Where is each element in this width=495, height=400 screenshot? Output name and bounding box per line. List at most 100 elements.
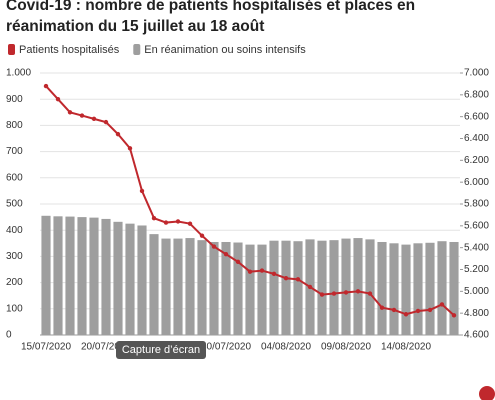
line-point xyxy=(451,313,457,318)
line-point xyxy=(427,307,433,313)
bar xyxy=(209,241,219,335)
line-point xyxy=(139,188,145,194)
bar xyxy=(317,240,327,335)
y-tick-label: 900 xyxy=(6,94,23,105)
bar xyxy=(425,242,435,335)
y-tick-label: 700 xyxy=(6,146,23,157)
line-point xyxy=(247,269,253,274)
line-point xyxy=(259,268,265,273)
bar xyxy=(101,218,111,335)
line-point xyxy=(367,291,373,296)
tooltip-text: Capture d’écran xyxy=(122,344,200,356)
bar xyxy=(233,242,243,335)
bar xyxy=(377,241,387,335)
bar xyxy=(161,238,171,335)
line-point xyxy=(79,113,85,118)
bar xyxy=(125,223,135,335)
bar xyxy=(401,244,411,335)
line-point xyxy=(379,305,385,310)
bar xyxy=(449,241,459,335)
bar xyxy=(365,239,375,335)
line-point xyxy=(307,284,313,290)
line-point xyxy=(115,131,121,137)
line-point xyxy=(235,259,241,265)
bar xyxy=(281,240,291,335)
line-point xyxy=(403,312,409,317)
y-tick-label: 1.000 xyxy=(6,68,31,79)
x-tick-label: 15/07/2020 xyxy=(21,342,71,353)
y-tick-label: 300 xyxy=(6,251,23,262)
y-tick-label: 200 xyxy=(6,277,23,288)
legend-swatch xyxy=(8,44,15,55)
line-point xyxy=(319,292,325,297)
legend-swatch xyxy=(133,44,141,55)
y-tick-label: 600 xyxy=(6,172,23,183)
bar xyxy=(137,225,147,335)
y-tick-label: 100 xyxy=(6,303,23,314)
bar xyxy=(149,234,159,335)
bar xyxy=(293,241,303,335)
y2-tick-label: 6.200 xyxy=(464,155,489,166)
bar xyxy=(173,238,183,335)
line-point xyxy=(187,221,193,226)
line-point xyxy=(163,220,169,225)
y2-tick-label: 6.000 xyxy=(464,177,489,188)
bar xyxy=(221,241,231,335)
line-point xyxy=(439,302,445,307)
x-tick-label: 14/08/2020 xyxy=(381,342,431,353)
line-point xyxy=(91,116,97,122)
line-point xyxy=(151,215,157,221)
y2-tick-label: 6.800 xyxy=(464,89,489,100)
x-tick-label: 30/07/2020 xyxy=(201,342,251,353)
line-point xyxy=(43,83,49,89)
bar xyxy=(65,216,75,335)
bar xyxy=(257,244,267,335)
line-point xyxy=(343,290,349,295)
y2-tick-label: 5.400 xyxy=(464,242,489,253)
line-point xyxy=(175,219,181,224)
bar xyxy=(413,243,423,335)
y-tick-label: 800 xyxy=(6,120,23,131)
y2-tick-label: 4.800 xyxy=(464,308,489,319)
line-point xyxy=(67,110,73,115)
line-point xyxy=(295,277,301,282)
line-point xyxy=(127,146,133,151)
y2-tick-label: 6.400 xyxy=(464,133,489,144)
y2-tick-label: 5.200 xyxy=(464,264,489,275)
x-tick-label: 20/07/2020 xyxy=(81,342,131,353)
bar xyxy=(113,221,123,335)
line-point xyxy=(331,291,337,296)
line-point xyxy=(223,252,229,257)
legend-label: En réanimation ou soins intensifs xyxy=(144,44,306,56)
y2-tick-label: 5.600 xyxy=(464,220,489,231)
bar xyxy=(77,217,87,335)
line-point xyxy=(211,244,217,249)
line-point xyxy=(103,119,109,125)
y2-tick-label: 5.800 xyxy=(464,199,489,210)
line-point xyxy=(391,307,397,313)
bar xyxy=(389,243,399,335)
bar xyxy=(185,238,195,335)
x-tick-label: 04/08/2020 xyxy=(261,342,311,353)
legend-label: Patients hospitalisés xyxy=(19,44,120,56)
line-point xyxy=(55,97,61,102)
y-tick-label: 500 xyxy=(6,199,23,210)
bar xyxy=(353,238,363,335)
bar xyxy=(329,240,339,335)
y-tick-label: 400 xyxy=(6,225,23,236)
bar xyxy=(341,238,351,335)
line-point xyxy=(355,289,361,294)
y2-tick-label: 7.000 xyxy=(464,68,489,79)
line-point xyxy=(415,308,421,314)
bar xyxy=(89,217,99,335)
line-point xyxy=(283,276,289,281)
line-point xyxy=(199,233,205,238)
bar xyxy=(41,215,51,335)
x-tick-label: 09/08/2020 xyxy=(321,342,371,353)
line-point xyxy=(271,271,277,277)
y2-tick-label: 4.600 xyxy=(464,330,489,341)
bar xyxy=(437,241,447,335)
logo-icon xyxy=(479,386,495,400)
bar xyxy=(269,240,279,335)
